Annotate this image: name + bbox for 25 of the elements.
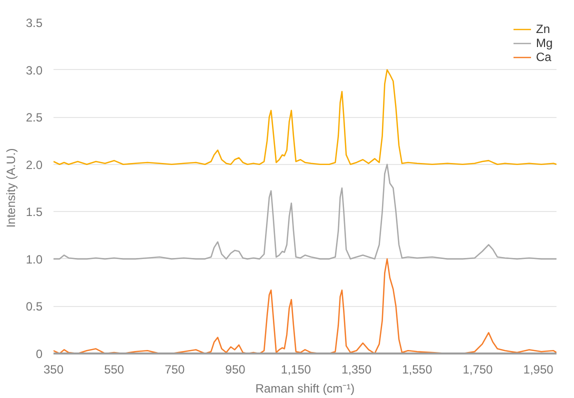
y-tick-label: 2.5 [26,110,43,125]
x-tick-label: 1,350 [341,362,372,376]
legend-label: Zn [536,22,552,36]
x-tick-label: 1,150 [280,362,312,376]
y-tick-label: 0 [36,347,43,361]
line-series [54,258,556,354]
x-tick-label: 550 [104,362,124,376]
y-tick-label: 3.0 [26,63,43,78]
y-tick-label: 1.0 [26,252,43,266]
y-tick-label: 3.5 [26,16,43,30]
x-tick-label: 1,550 [402,362,432,376]
legend-label: Ca [536,50,552,64]
x-tick-label: 750 [164,362,186,376]
x-tick-label: 1,750 [462,362,494,376]
line-series [54,164,556,260]
y-tick-label: 1.5 [26,205,43,220]
y-tick-label: 2.0 [26,158,43,172]
x-tick-label: 350 [43,362,64,376]
line-series [54,69,556,166]
y-axis-title: Intensity (A.U.) [4,148,18,228]
x-tick-label: 1,950 [523,362,554,376]
legend-label: Mg [536,36,554,50]
x-axis-title: Raman shift (cm⁻¹) [255,382,355,396]
y-tick-label: 0.5 [26,300,43,314]
x-tick-label: 950 [225,362,246,376]
